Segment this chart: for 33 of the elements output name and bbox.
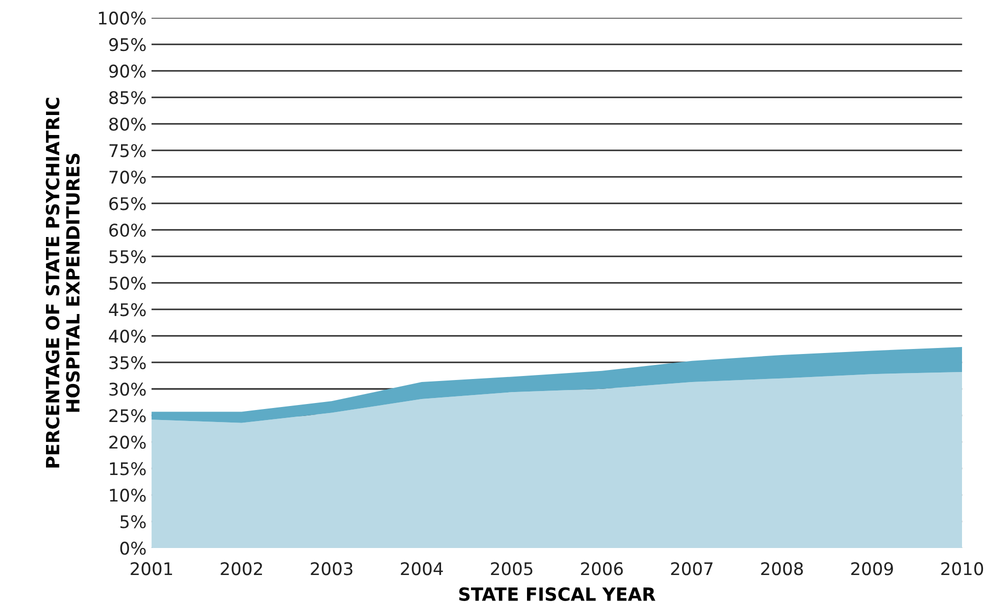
- y-tick-label: 15%: [110, 462, 146, 476]
- y-tick-label: 40%: [108, 330, 146, 343]
- x-tick-label: 2005: [490, 562, 532, 576]
- y-tick-label: 60%: [109, 224, 146, 237]
- y-tick-label: 45%: [108, 303, 146, 316]
- x-tick-label: 2001: [130, 562, 172, 576]
- y-tick-label: 70%: [110, 170, 146, 184]
- y-axis-title: PERCENTAGE OF STATE PSYCHIATRIC HOSPITAL EXPENDITURES: [46, 98, 80, 468]
- y-tick-label: 90%: [109, 64, 146, 78]
- y-tick-label: 35%: [109, 356, 146, 370]
- y-tick-label: 80%: [109, 118, 146, 131]
- y-tick-label: 20%: [109, 436, 146, 449]
- y-tick-label: 100%: [98, 12, 146, 25]
- y-tick-label: 30%: [109, 382, 146, 396]
- y-tick-label: 5%: [120, 515, 146, 528]
- x-tick-label: 2009: [851, 562, 893, 576]
- x-tick-label: 2002: [220, 562, 262, 576]
- x-tick-label: 2007: [671, 562, 713, 576]
- y-tick-label: 55%: [109, 250, 146, 264]
- y-tick-label: 50%: [109, 276, 146, 290]
- x-tick-label: 2006: [581, 562, 623, 576]
- x-tick-label: 2010: [941, 562, 984, 576]
- x-tick-label: 2003: [310, 562, 352, 576]
- y-tick-label: 95%: [109, 38, 146, 52]
- y-tick-label: 65%: [109, 197, 146, 210]
- y-tick-label: 75%: [110, 144, 146, 158]
- x-axis-title: STATE FISCAL YEAR: [459, 587, 656, 601]
- y-tick-label: 0%: [120, 542, 146, 555]
- y-tick-label: 85%: [109, 91, 146, 104]
- x-tick-label: 2004: [400, 562, 443, 576]
- y-tick-label: 25%: [109, 409, 146, 422]
- y-tick-label: 10%: [110, 488, 146, 502]
- x-tick-label: 2008: [761, 562, 803, 576]
